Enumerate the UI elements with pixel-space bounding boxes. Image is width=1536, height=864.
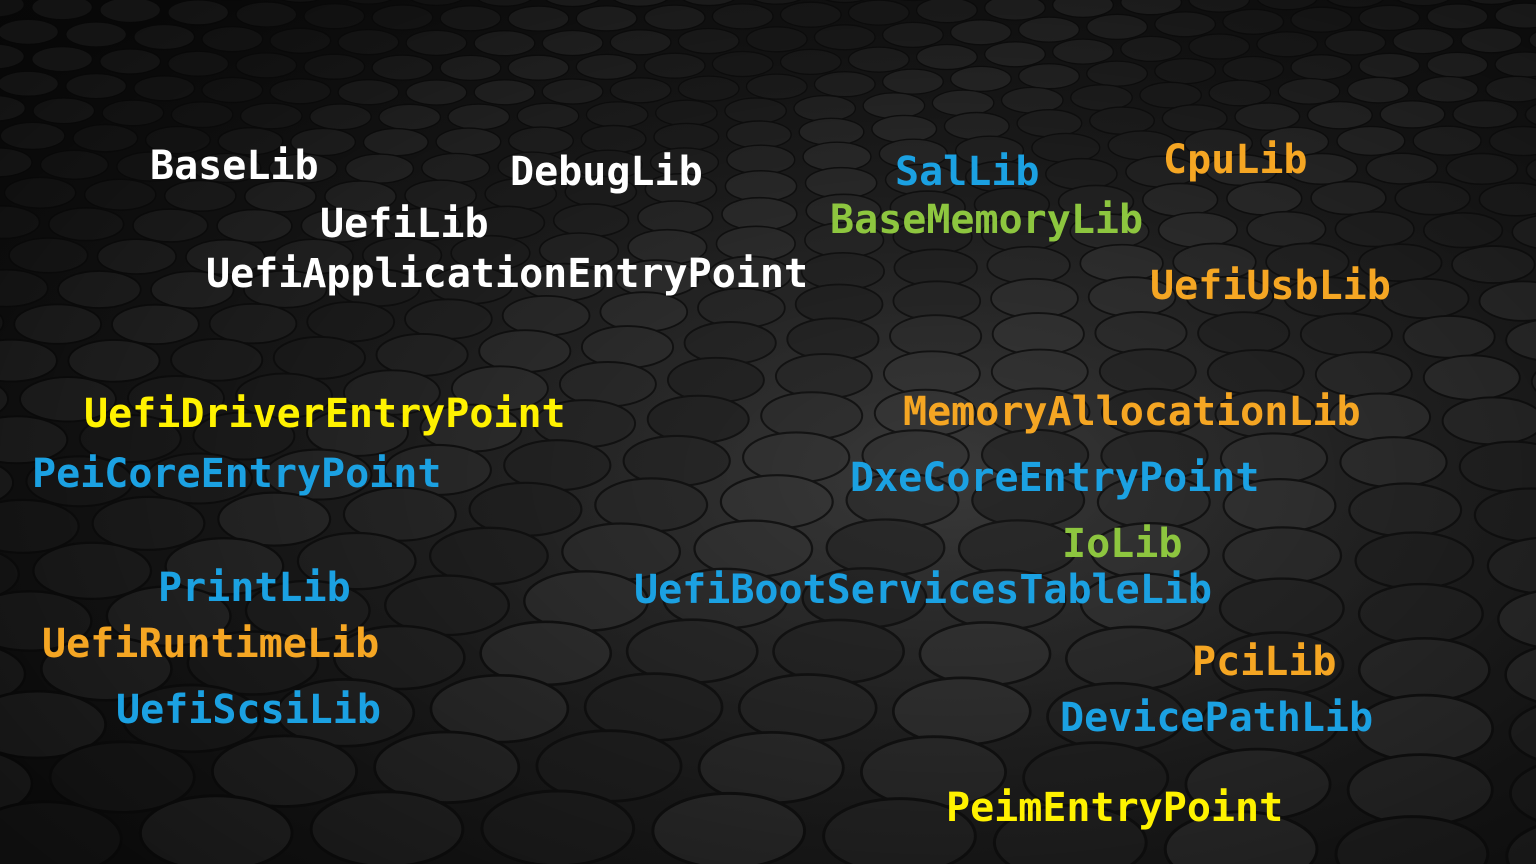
lib-pcilib: PciLib (1192, 639, 1337, 685)
lib-uefibootservicestablelib: UefiBootServicesTableLib (634, 567, 1212, 613)
lib-printlib: PrintLib (158, 565, 351, 611)
lib-sallib: SalLib (895, 149, 1040, 195)
lib-iolib: IoLib (1062, 521, 1183, 567)
lib-debuglib: DebugLib (510, 149, 703, 195)
lib-uefilib: UefiLib (320, 201, 489, 247)
lib-devicepathlib: DevicePathLib (1060, 695, 1374, 741)
lib-uefiusblib: UefiUsbLib (1150, 263, 1391, 309)
lib-peimentrypoint: PeimEntryPoint (946, 785, 1284, 831)
lib-uefidriverentrypoint: UefiDriverEntryPoint (84, 391, 566, 437)
lib-cpulib: CpuLib (1163, 137, 1308, 183)
lib-dxecoreentrypoint: DxeCoreEntryPoint (850, 455, 1260, 501)
lib-uefiapplicationentrypoint: UefiApplicationEntryPoint (206, 251, 809, 297)
lib-peicoreentrypoint: PeiCoreEntryPoint (32, 451, 442, 497)
lib-uefiruntimelib: UefiRuntimeLib (42, 621, 380, 667)
lib-baselib: BaseLib (150, 143, 319, 189)
lib-memoryallocationlib: MemoryAllocationLib (903, 389, 1361, 435)
lib-uefiscsilib: UefiScsiLib (116, 687, 381, 733)
lib-basememorylib: BaseMemoryLib (830, 197, 1144, 243)
